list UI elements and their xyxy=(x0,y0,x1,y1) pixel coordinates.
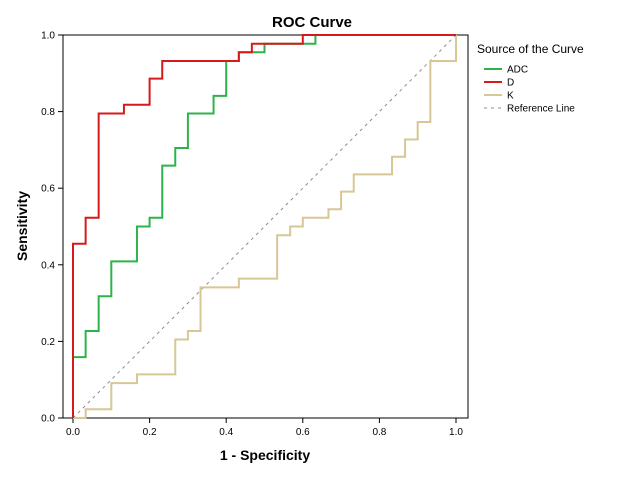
y-tick-label: 0.4 xyxy=(41,260,55,271)
x-tick-label: 0.4 xyxy=(219,427,233,438)
x-axis: 0.0 0.2 0.4 0.6 0.8 1.0 xyxy=(66,418,463,438)
y-axis-title: Sensitivity xyxy=(14,191,30,261)
chart-title: ROC Curve xyxy=(272,14,352,31)
x-tick-label: 1.0 xyxy=(449,427,463,438)
x-axis-title: 1 - Specificity xyxy=(220,447,310,463)
y-tick-label: 1.0 xyxy=(41,31,55,42)
series-layer xyxy=(72,34,457,419)
legend-label: D xyxy=(507,78,514,89)
legend: ADC DK Reference Line xyxy=(484,65,575,115)
y-axis: 0.0 0.2 0.4 0.6 0.8 1.0 xyxy=(41,31,63,425)
y-tick-label: 0.8 xyxy=(41,107,55,118)
legend-label: Reference Line xyxy=(507,104,575,115)
legend-label: K xyxy=(507,91,514,102)
series-line-reference-line xyxy=(72,34,457,419)
y-tick-label: 0.2 xyxy=(41,337,55,348)
x-tick-label: 0.8 xyxy=(372,427,386,438)
x-tick-label: 0.2 xyxy=(143,427,157,438)
series-line-adc xyxy=(72,34,456,418)
series-line-k xyxy=(73,35,457,419)
plot-frame xyxy=(62,34,469,419)
y-tick-label: 0.0 xyxy=(41,414,55,425)
x-tick-label: 0.0 xyxy=(66,427,80,438)
x-tick-label: 0.6 xyxy=(296,427,310,438)
y-tick-label: 0.6 xyxy=(41,184,55,195)
legend-label: ADC xyxy=(507,65,528,76)
legend-title: Source of the Curve xyxy=(477,42,584,56)
series-line-d xyxy=(72,34,456,418)
